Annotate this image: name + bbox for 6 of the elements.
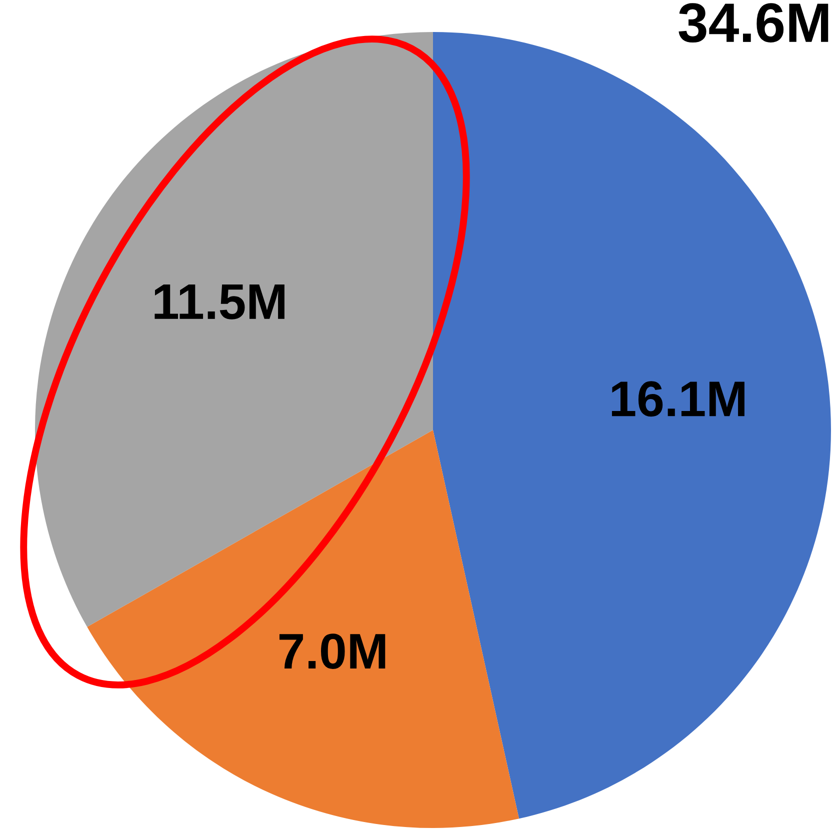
pie-slice [87, 430, 520, 828]
data-label: 11.5M [154, 284, 284, 320]
data-label: 16.1M [612, 381, 744, 417]
data-label: 7.0M [279, 634, 386, 669]
text: 34.6M [678, 3, 828, 43]
pie-slice [35, 32, 433, 627]
